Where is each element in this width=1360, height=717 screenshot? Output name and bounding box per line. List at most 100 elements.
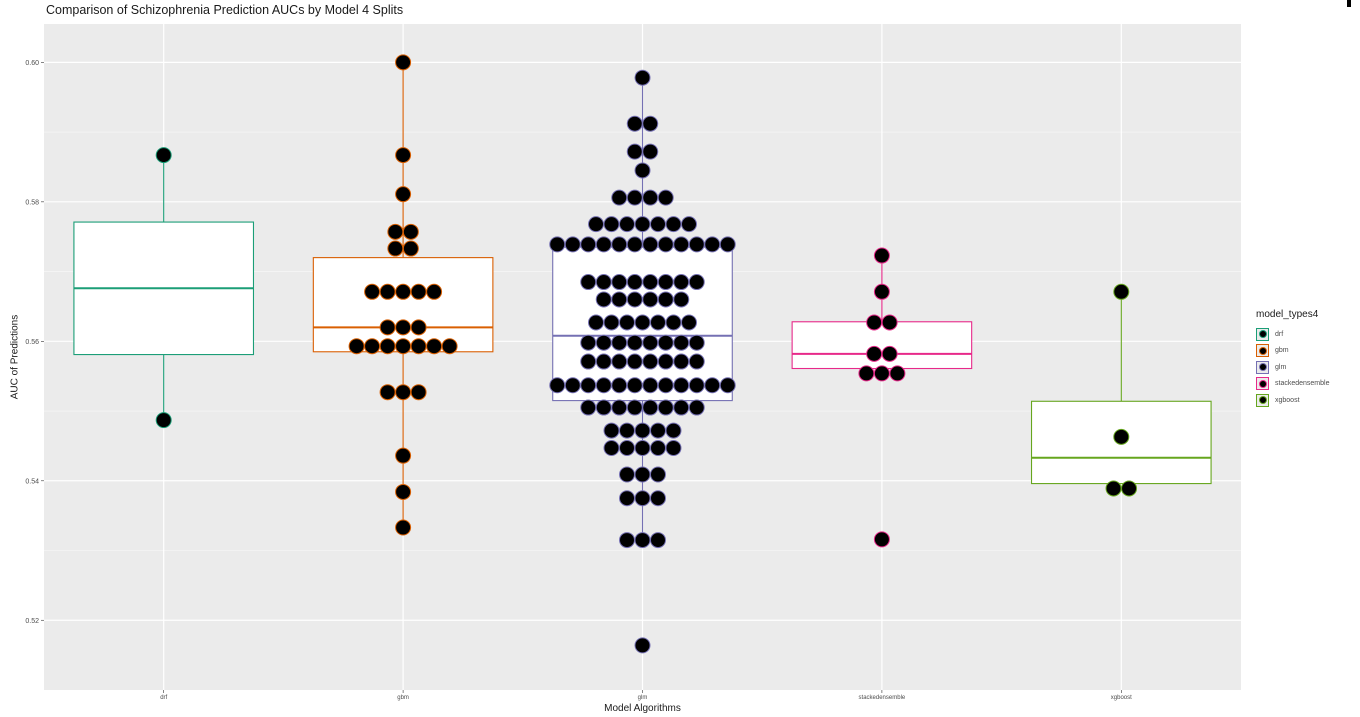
data-point <box>619 440 635 457</box>
data-point <box>626 377 643 394</box>
data-point <box>657 377 674 394</box>
x-tick-label: xgboost <box>1111 695 1132 701</box>
data-point <box>704 377 721 394</box>
data-point <box>395 319 412 336</box>
x-tick-label: drf <box>160 695 167 701</box>
data-point <box>387 223 404 240</box>
data-point <box>426 283 443 300</box>
data-point <box>379 384 396 401</box>
data-point <box>626 399 643 416</box>
data-point <box>611 189 628 206</box>
data-point <box>595 291 612 308</box>
data-point <box>657 291 674 308</box>
x-tick-label: stackedensemble <box>859 695 906 701</box>
legend-label: xgboost <box>1275 396 1300 404</box>
data-point <box>603 216 620 233</box>
data-point <box>611 353 628 370</box>
data-point <box>634 69 651 86</box>
data-point <box>650 440 666 457</box>
data-point <box>619 314 635 331</box>
data-point <box>603 314 620 331</box>
data-point <box>657 353 674 370</box>
legend: model_types4 drf gbm glm stackedensemble xgb… <box>1256 309 1329 409</box>
data-point <box>595 377 612 394</box>
data-point <box>410 319 427 336</box>
data-point <box>379 338 396 355</box>
data-point <box>688 353 705 370</box>
legend-items: drf gbm glm stackedensemble xgboost <box>1256 326 1329 409</box>
data-point <box>395 483 412 500</box>
data-point <box>410 338 427 355</box>
data-point <box>580 334 597 351</box>
legend-dot <box>1259 347 1266 354</box>
box-stackedensemble <box>791 321 973 370</box>
data-point <box>619 422 635 439</box>
box-gbm <box>312 257 494 353</box>
data-point <box>395 447 412 464</box>
data-point <box>580 377 597 394</box>
data-point <box>595 236 612 253</box>
data-point <box>673 291 690 308</box>
x-tick-label: glm <box>638 695 648 701</box>
data-point <box>619 466 635 483</box>
data-point <box>611 377 628 394</box>
data-point <box>595 353 612 370</box>
data-point <box>688 399 705 416</box>
data-point <box>395 54 412 71</box>
chart-title: Comparison of Schizophrenia Prediction A… <box>46 3 404 17</box>
data-point <box>395 519 412 536</box>
data-point <box>1113 283 1130 300</box>
legend-dot <box>1259 364 1266 371</box>
legend-item-gbm: gbm <box>1256 343 1329 360</box>
data-point <box>657 334 674 351</box>
data-point <box>650 216 666 233</box>
corner-mark <box>1347 0 1351 7</box>
data-point <box>1113 428 1130 445</box>
data-point <box>626 334 643 351</box>
data-point <box>873 247 890 264</box>
data-point <box>642 189 659 206</box>
data-point <box>611 236 628 253</box>
legend-key <box>1256 377 1269 391</box>
data-point <box>626 115 643 132</box>
data-point <box>681 314 697 331</box>
y-tick-label: 0.60 <box>25 60 39 67</box>
box-plots <box>73 62 1212 541</box>
data-point <box>657 274 674 291</box>
legend-dot <box>1259 331 1266 338</box>
data-point <box>348 338 365 355</box>
data-point <box>889 365 906 382</box>
data-point <box>402 240 419 257</box>
data-point <box>673 236 690 253</box>
data-point <box>719 236 736 253</box>
data-point <box>588 314 604 331</box>
legend-label: stackedensemble <box>1275 380 1330 388</box>
data-point <box>650 490 666 507</box>
data-point <box>688 377 705 394</box>
dot-points <box>155 54 1138 654</box>
data-point <box>657 399 674 416</box>
data-point <box>642 377 659 394</box>
data-point <box>634 216 651 233</box>
data-point <box>642 274 659 291</box>
legend-label: gbm <box>1275 347 1289 355</box>
data-point <box>673 274 690 291</box>
data-point <box>634 314 651 331</box>
legend-item-stackedensemble: stackedensemble <box>1256 376 1329 393</box>
data-point <box>379 319 396 336</box>
data-point <box>410 283 427 300</box>
data-point <box>719 377 736 394</box>
legend-key <box>1256 393 1269 407</box>
data-point <box>603 440 620 457</box>
data-point <box>665 314 682 331</box>
data-point <box>441 338 458 355</box>
data-point <box>866 345 883 362</box>
legend-item-glm: glm <box>1256 359 1329 376</box>
data-point <box>873 283 890 300</box>
data-point <box>673 399 690 416</box>
data-point <box>665 216 682 233</box>
data-point <box>426 338 443 355</box>
data-point <box>657 236 674 253</box>
x-tick-label: gbm <box>397 695 409 701</box>
